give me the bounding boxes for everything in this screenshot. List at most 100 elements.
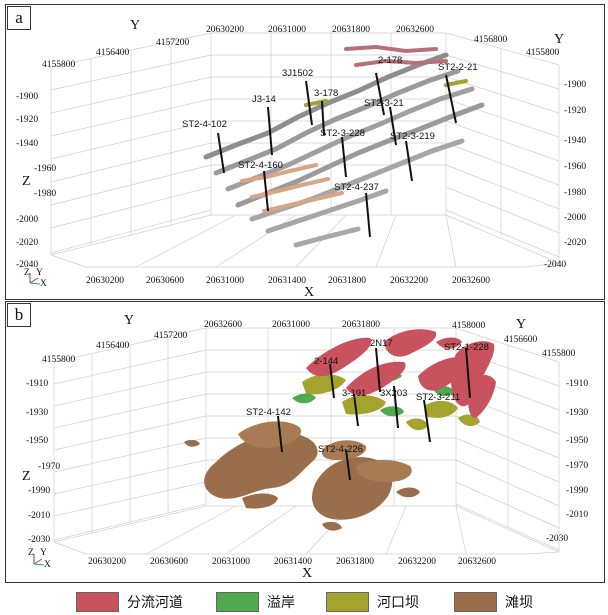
y-right-tick-a-1: 4155800 (526, 48, 560, 58)
top-x-tick-b-2: 20631800 (342, 320, 380, 330)
panel-a: a (5, 4, 605, 300)
x-tick-a-4: 20631800 (328, 276, 366, 286)
panel-tag-a: a (7, 6, 31, 30)
z-right-tick-a-4: -1980 (564, 188, 586, 198)
y-left-tick-b-1: 4156400 (96, 341, 130, 351)
triad-z-a: Z (24, 268, 30, 278)
z-right-tick-a-2: -1940 (564, 136, 586, 146)
z-left-tick-a-3: -1960 (34, 164, 56, 174)
x-tick-a-5: 20632200 (390, 276, 428, 286)
z-left-tick-b-3: -1970 (38, 462, 60, 472)
y-right-tick-b-1: 4156600 (504, 335, 538, 345)
axis-x-letter-a: X (304, 285, 314, 299)
y-left-tick-a-0: 4155800 (42, 60, 76, 70)
well-label-ST2-4-226: ST2-4-226 (318, 444, 363, 455)
well-label-3-178: 3-178 (314, 88, 338, 99)
legend-label-beach-bar: 滩坝 (505, 595, 533, 611)
z-right-tick-b-6: -2030 (546, 534, 568, 544)
top-x-tick-b-0: 20632600 (204, 320, 242, 330)
panel-b: b (5, 301, 605, 583)
legend-item-overbank: 溢岸 (216, 591, 295, 613)
legend-item-beach-bar: 滩坝 (454, 591, 533, 613)
z-left-tick-a-7: -2040 (16, 260, 38, 270)
triad-x-b: X (44, 560, 51, 570)
z-left-tick-b-4: -1990 (28, 486, 50, 496)
axis-y-letter-a: Y (130, 18, 140, 33)
well-label-ST2-3-219: ST2-3-219 (390, 131, 435, 142)
z-right-tick-b-5: -2010 (566, 510, 588, 520)
z-right-tick-a-6: -2020 (564, 238, 586, 248)
well-label-ST2-2-21: ST2-2-21 (438, 62, 478, 73)
axis-x-letter-b: X (302, 566, 312, 581)
y-right-tick-a-0: 4156800 (474, 35, 508, 45)
z-right-tick-b-4: -1990 (566, 486, 588, 496)
axis-y-right-letter-a: Y (554, 32, 564, 47)
z-right-tick-a-7: -2040 (544, 260, 566, 270)
legend-swatch-beach-bar (454, 592, 497, 612)
panel-tag-b: b (7, 303, 31, 327)
x-tick-b-3: 20631400 (274, 557, 312, 567)
panel-b-sand-bodies (184, 329, 496, 531)
z-left-tick-b-1: -1930 (26, 408, 48, 418)
z-left-tick-a-5: -2000 (16, 215, 38, 225)
triad-x-a: X (40, 279, 47, 289)
well-label-J3-14: J3-14 (252, 94, 276, 105)
y-left-tick-a-1: 4156400 (96, 48, 130, 58)
triad-z-b: Z (28, 548, 34, 558)
x-tick-b-6: 20632600 (458, 557, 496, 567)
panel-a-grid (50, 32, 560, 268)
z-left-tick-a-4: -1980 (34, 189, 56, 199)
y-right-tick-b-2: 4155800 (542, 349, 576, 359)
z-right-tick-a-5: -2000 (564, 213, 586, 223)
panel-a-sand-bodies (203, 44, 485, 248)
z-left-tick-b-5: -2010 (28, 511, 50, 521)
well-label-ST2-4-142: ST2-4-142 (246, 407, 291, 418)
top-x-tick-a-0: 20630200 (206, 25, 244, 35)
y-left-tick-a-2: 4157200 (156, 38, 190, 48)
x-tick-b-1: 20630600 (150, 557, 188, 567)
z-right-tick-b-0: -1910 (566, 379, 588, 389)
axis-z-letter-a: Z (22, 174, 31, 189)
x-tick-a-6: 20632600 (452, 276, 490, 286)
x-tick-a-2: 20631000 (206, 276, 244, 286)
triad-y-a: Y (36, 268, 43, 278)
z-right-tick-a-3: -1960 (564, 162, 586, 172)
well-label-2N17: 2N17 (370, 338, 393, 349)
z-left-tick-a-6: -2020 (16, 238, 38, 248)
well-label-ST2-3-211: ST2-3-211 (416, 392, 460, 403)
well-label-ST2-3-21: ST2-3-21 (364, 98, 404, 109)
y-left-tick-b-2: 4157200 (154, 331, 188, 341)
axis-y-right-letter-b: Y (516, 317, 526, 332)
z-left-tick-a-2: -1940 (16, 139, 38, 149)
z-left-tick-b-0: -1910 (26, 379, 48, 389)
z-left-tick-b-6: -2030 (28, 535, 50, 545)
top-x-tick-b-1: 20631000 (272, 320, 310, 330)
top-x-tick-a-3: 20632600 (396, 25, 434, 35)
y-left-tick-b-0: 4155800 (42, 355, 76, 365)
legend-swatch-distributary-channel (76, 592, 119, 612)
legend-item-distributary-channel: 分流河道 (76, 591, 183, 613)
panel-b-3d-plot: 2N17 ST2-1-228 2-144 3-191 3X203 ST2-3-2… (22, 313, 588, 581)
legend-swatch-mouth-bar (326, 592, 369, 612)
z-left-tick-a-1: -1920 (16, 115, 38, 125)
x-tick-a-0: 20630200 (86, 276, 124, 286)
legend-label-overbank: 溢岸 (267, 595, 295, 611)
orientation-triad-a: Z Y X (24, 268, 47, 289)
well-label-2-144: 2-144 (314, 356, 338, 367)
legend-label-distributary-channel: 分流河道 (127, 595, 183, 611)
legend-item-mouth-bar: 河口坝 (326, 591, 419, 613)
well-label-ST2-1-228: ST2-1-228 (444, 342, 489, 353)
y-right-tick-b-0: 4158000 (452, 321, 486, 331)
z-right-tick-a-0: -1900 (564, 80, 586, 90)
well-label-ST2-3-228: ST2-3-228 (320, 128, 365, 139)
legend: 分流河道 溢岸 河口坝 滩坝 (0, 585, 608, 615)
well-label-2-178: 2-178 (378, 55, 402, 66)
well-label-ST2-4-102: ST2-4-102 (182, 119, 227, 130)
x-tick-a-1: 20630600 (146, 276, 184, 286)
panel-a-wells (217, 72, 457, 238)
panel-a-3d-plot: 3J1502 2-178 ST2-2-21 J3-14 3-178 ST2-3-… (16, 18, 586, 299)
legend-label-mouth-bar: 河口坝 (377, 595, 419, 611)
well-label-ST2-4-237: ST2-4-237 (334, 182, 379, 193)
x-tick-b-4: 20631800 (336, 557, 374, 567)
well-label-3X203: 3X203 (380, 388, 407, 399)
